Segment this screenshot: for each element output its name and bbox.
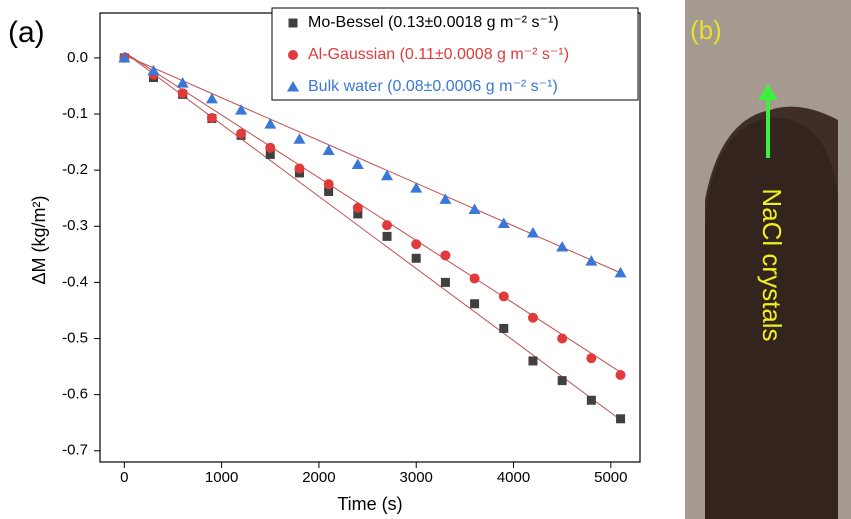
y-tick-label: -0.6 (62, 386, 88, 403)
point (382, 220, 393, 231)
x-tick-label: 4000 (497, 469, 530, 486)
point (236, 128, 247, 139)
legend-label: Al-Gaussian (0.11±0.0008 g m⁻² s⁻¹) (308, 46, 569, 63)
point (440, 250, 451, 261)
y-tick-label: 0.0 (67, 49, 88, 66)
wet-region (705, 117, 838, 519)
salt-region (685, 0, 851, 519)
point (586, 353, 597, 364)
point (322, 144, 335, 156)
legend-box (271, 7, 639, 101)
y-tick-label: -0.4 (62, 273, 88, 290)
point (264, 118, 277, 129)
point (440, 277, 450, 287)
panel-label: (b) (690, 15, 722, 45)
point (205, 92, 218, 104)
y-tick-label: -0.7 (62, 442, 88, 459)
point (499, 323, 509, 333)
x-tick-label: 5000 (594, 469, 627, 486)
point (614, 266, 627, 278)
point (352, 202, 363, 213)
point (470, 299, 480, 309)
point (324, 186, 334, 196)
point (410, 182, 423, 193)
y-tick-label: -0.3 (62, 217, 88, 234)
y-axis-label: ΔM (kg/m²) (29, 195, 49, 284)
point (265, 149, 275, 159)
legend-label: Mo-Bessel (0.13±0.0018 g m⁻² s⁻¹) (308, 14, 559, 31)
panel-label: (a) (8, 16, 45, 49)
point (265, 142, 276, 153)
point (528, 356, 538, 366)
point (585, 255, 598, 266)
y-tick-label: -0.1 (62, 105, 88, 122)
x-tick-label: 2000 (302, 469, 335, 486)
point (526, 227, 539, 238)
point (147, 64, 160, 76)
x-tick-label: 0 (120, 469, 128, 486)
point (469, 273, 480, 284)
point (381, 169, 394, 181)
point (118, 51, 131, 63)
point (468, 203, 481, 214)
point (177, 88, 188, 99)
point (527, 312, 538, 323)
legend-marker (288, 50, 298, 60)
point (411, 239, 422, 250)
point (616, 414, 626, 424)
point (293, 133, 306, 144)
point (497, 217, 510, 228)
point (353, 209, 363, 219)
y-tick-label: -0.5 (62, 329, 88, 346)
x-tick-label: 1000 (205, 469, 238, 486)
point (351, 158, 364, 170)
point (439, 193, 452, 204)
point (556, 241, 569, 252)
point (235, 104, 248, 115)
point (557, 333, 568, 344)
photo-annotation: NaCl crystals (757, 188, 787, 341)
point (498, 291, 509, 302)
point (294, 163, 305, 174)
photo: (b) NaCl crystals (685, 0, 851, 519)
point (382, 231, 392, 241)
point (323, 179, 334, 190)
point (206, 112, 217, 123)
y-tick-label: -0.2 (62, 161, 88, 178)
legend-label: Bulk water (0.08±0.0006 g m⁻² s⁻¹) (308, 78, 558, 95)
point (176, 77, 189, 88)
x-tick-label: 3000 (400, 469, 433, 486)
point (411, 253, 421, 263)
point (557, 376, 567, 386)
x-axis-label: Time (s) (337, 494, 402, 514)
legend-marker (288, 18, 298, 28)
point (586, 395, 596, 405)
legend-marker (287, 81, 299, 92)
point (615, 370, 626, 381)
arrow-head (758, 84, 778, 100)
fit-line (124, 51, 621, 421)
